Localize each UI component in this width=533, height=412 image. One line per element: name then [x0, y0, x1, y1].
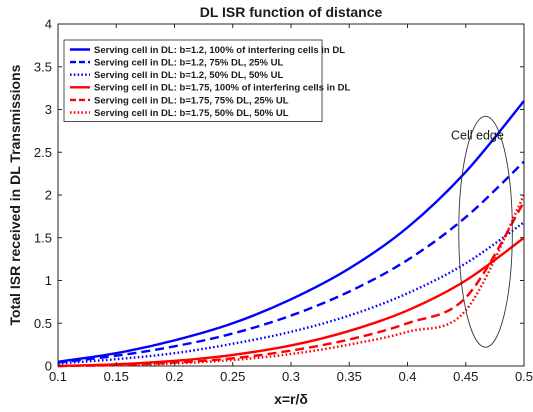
- y-tick-label: 2.5: [34, 145, 52, 160]
- legend-entry-2: Serving cell in DL: b=1.2, 75% DL, 25% U…: [94, 58, 283, 69]
- y-axis-label: Total ISR received in DL Transmissions: [7, 64, 23, 325]
- x-tick-label: 0.2: [165, 369, 183, 384]
- x-tick-label: 0.15: [104, 369, 129, 384]
- y-tick-label: 1.5: [34, 230, 52, 245]
- x-tick-label: 0.35: [337, 369, 362, 384]
- chart-title: DL ISR function of distance: [200, 4, 383, 20]
- series-line-1: [57, 100, 525, 363]
- legend-entry-1: Serving cell in DL: b=1.2, 100% of inter…: [94, 45, 345, 56]
- annotation-label: Cell edge: [451, 128, 504, 142]
- y-tick-label: 3: [45, 102, 52, 117]
- legend-entry-6: Serving cell in DL: b=1.75, 50% DL, 50% …: [94, 108, 289, 119]
- curves-group: [57, 100, 526, 368]
- cell-edge-ellipse: [458, 115, 513, 348]
- x-axis-label: x=r/δ: [274, 391, 308, 407]
- x-tick-label: 0.45: [453, 369, 478, 384]
- x-tick-label: 0.25: [220, 369, 245, 384]
- x-tick-label: 0.3: [282, 369, 300, 384]
- legend-entry-4: Serving cell in DL: b=1.75, 100% of inte…: [94, 83, 351, 94]
- legend-entry-5: Serving cell in DL: b=1.75, 75% DL, 25% …: [94, 95, 289, 106]
- legend: Serving cell in DL: b=1.2, 100% of inter…: [63, 39, 351, 122]
- legend-entry-3: Serving cell in DL: b=1.2, 50% DL, 50% U…: [94, 70, 283, 81]
- y-tick-label: 0.5: [34, 316, 52, 331]
- legend-box: [63, 39, 323, 122]
- x-tick-label: 0.4: [398, 369, 416, 384]
- series-line-5: [57, 201, 526, 368]
- axis-ticks: 0.1 0.15 0.2 0.25 0.3 0.35 0.4 0.45 0.5 0 0.5 1 1.5 2…: [34, 17, 533, 385]
- y-tick-label: 2: [45, 188, 52, 203]
- y-tick-label: 1: [45, 273, 52, 288]
- y-tick-label: 3.5: [34, 59, 52, 74]
- x-tick-label: 0.1: [49, 369, 67, 384]
- cell-edge-group: Cell edge: [451, 115, 513, 348]
- series-line-2: [57, 160, 525, 364]
- y-tick-label: 4: [45, 17, 52, 32]
- y-tick-label: 0: [45, 359, 52, 374]
- x-tick-label: 0.5: [515, 369, 533, 384]
